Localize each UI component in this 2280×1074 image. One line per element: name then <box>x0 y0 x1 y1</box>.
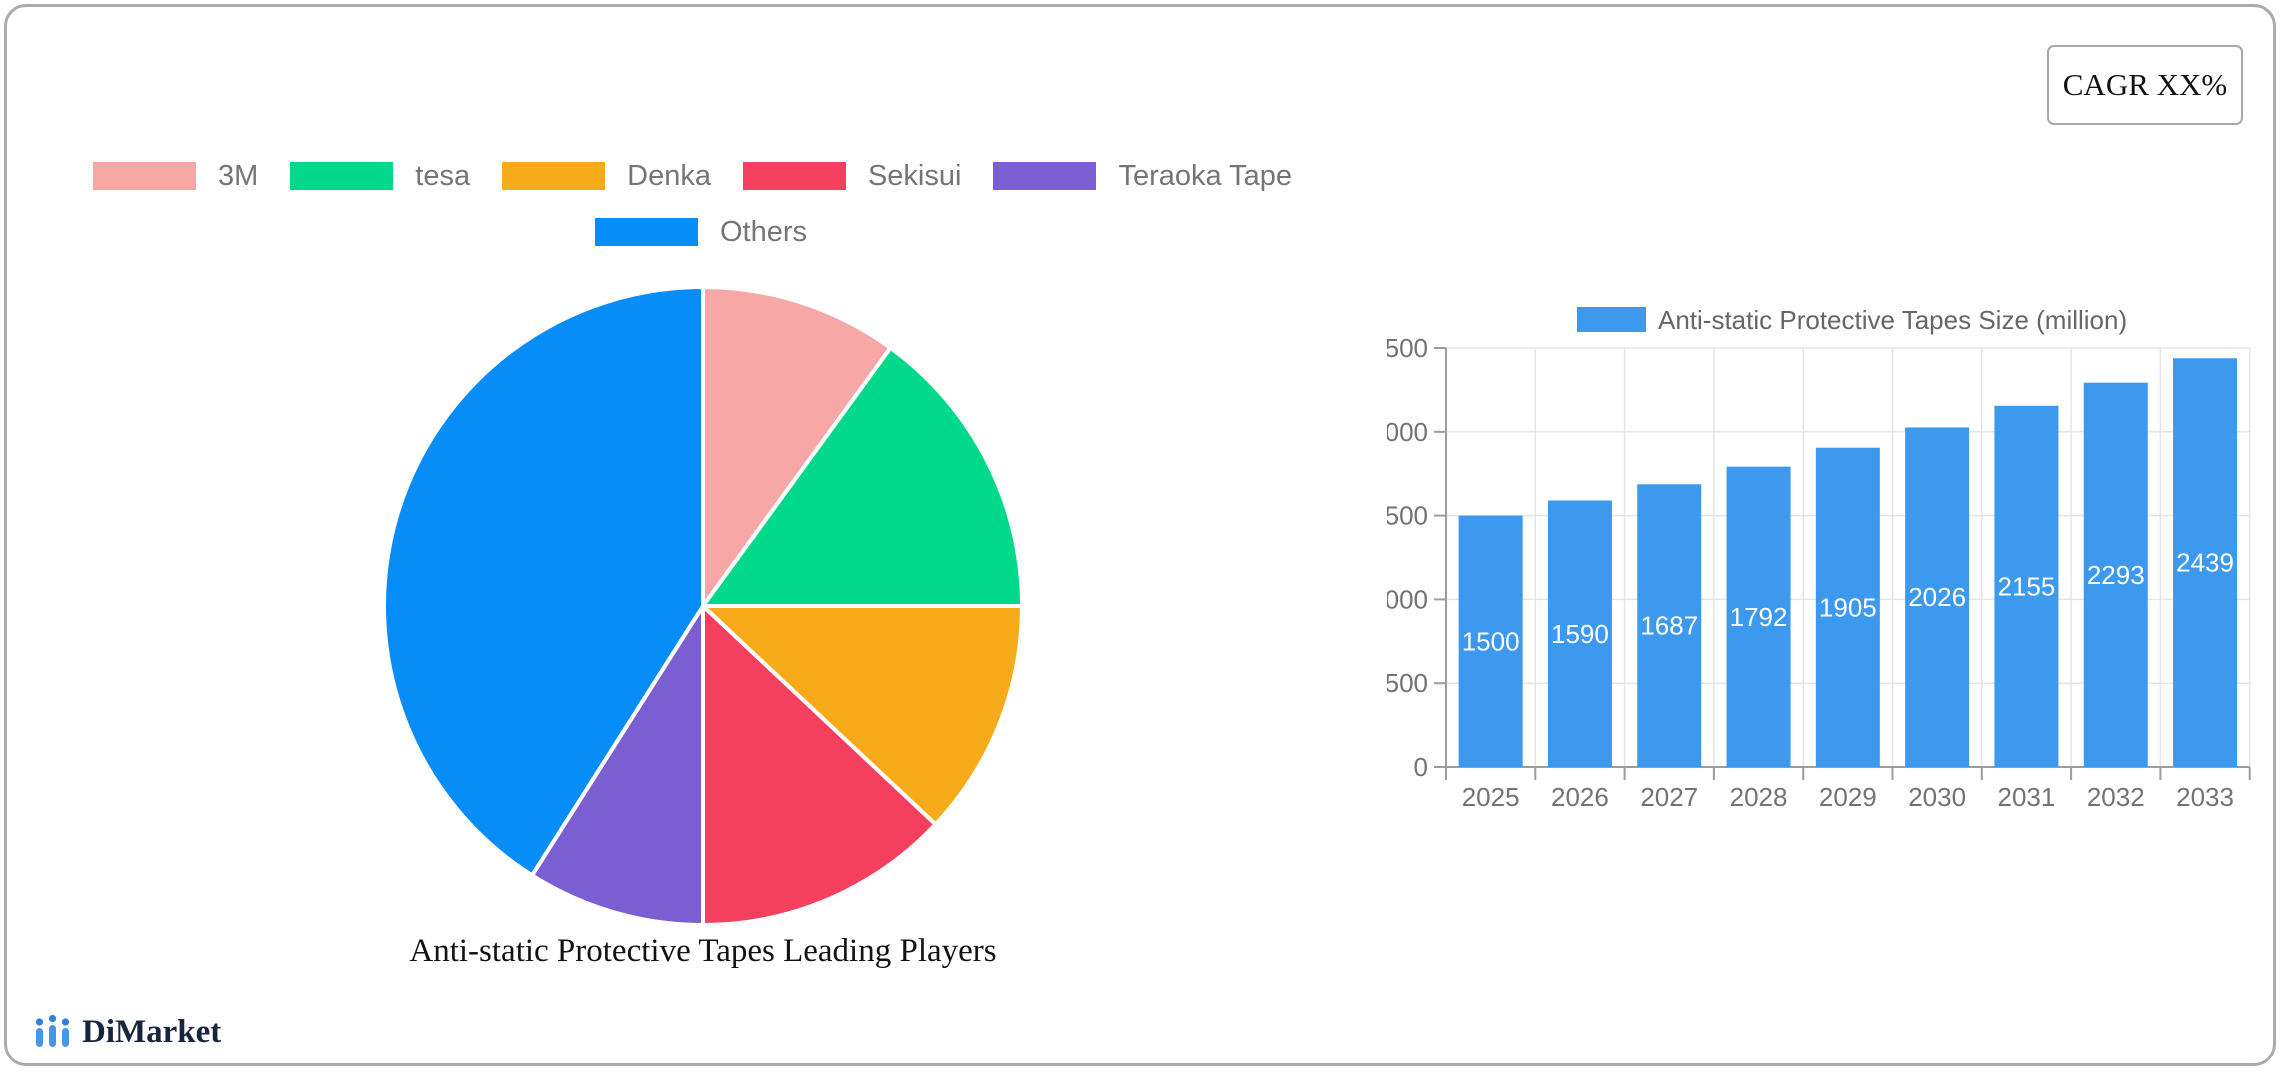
bar-2033 <box>2173 358 2238 767</box>
pie-legend-row-1: 3M tesa Denka Sekisui Teraoka Tape <box>93 160 1293 192</box>
bar-2028 <box>1726 466 1791 767</box>
bar-legend-swatch <box>1577 307 1646 332</box>
x-tick-label: 2025 <box>1462 782 1520 812</box>
legend-item-sekisui: Sekisui <box>742 160 962 192</box>
pie-chart-title: Anti-static Protective Tapes Leading Pla… <box>409 933 997 969</box>
legend-item-tesa: tesa <box>290 160 471 192</box>
legend-swatch <box>595 218 698 246</box>
pie-slice-tesa <box>701 345 1024 608</box>
bar-value-label: 2026 <box>1908 582 1966 612</box>
bar-2025 <box>1458 515 1523 767</box>
bar-2031 <box>1994 405 2059 767</box>
bar-value-label: 1590 <box>1551 619 1609 649</box>
bar-value-label: 1500 <box>1462 626 1520 656</box>
legend-swatch <box>93 162 196 190</box>
x-tick-label: 2026 <box>1551 782 1609 812</box>
x-tick-label: 2031 <box>1998 782 2056 812</box>
bar-2032 <box>2083 382 2148 767</box>
legend-swatch <box>742 162 846 190</box>
report-canvas: CAGR XX% 3M tesa Denka Sekisui Teraoka Tape … <box>4 4 2276 1066</box>
dimarket-icon <box>35 1014 70 1047</box>
x-tick-label: 2028 <box>1730 782 1788 812</box>
y-tick-label: 2000 <box>1387 417 1428 447</box>
legend-label: Sekisui <box>867 160 962 192</box>
legend-label: tesa <box>415 160 471 192</box>
legend-item-teraoka-tape: Teraoka Tape <box>993 160 1293 192</box>
legend-item-3m: 3M <box>93 160 259 192</box>
bar-chart: 0 500 1000 1500 2000 2500 Anti-static Protecti… <box>1387 305 2251 812</box>
x-tick-label: 2029 <box>1819 782 1877 812</box>
x-tick-label: 2030 <box>1908 782 1966 812</box>
pie-slice-others <box>382 285 705 878</box>
bar-2030 <box>1905 427 1970 767</box>
pie-slice-sekisui <box>701 604 938 927</box>
legend-item-denka: Denka <box>502 160 711 192</box>
y-tick-label: 1500 <box>1387 501 1428 531</box>
pie-slice-denka <box>701 604 1024 827</box>
pie-slice-3m <box>701 285 893 608</box>
x-tick-label: 2027 <box>1640 782 1698 812</box>
brand-name: DiMarket <box>82 1013 222 1050</box>
cagr-badge: CAGR XX% <box>2047 45 2243 125</box>
bar-2026 <box>1547 500 1612 767</box>
legend-label: Others <box>720 216 808 248</box>
legend-label: 3M <box>218 160 259 192</box>
legend-item-others: Others <box>595 216 808 248</box>
legend-swatch <box>993 162 1097 190</box>
bar-value-label: 1687 <box>1640 611 1698 641</box>
legend-label: Denka <box>627 160 711 192</box>
pie-chart <box>382 285 1024 927</box>
bar-2027 <box>1637 484 1702 767</box>
y-tick-label: 1000 <box>1387 584 1428 614</box>
y-tick-label: 500 <box>1387 668 1428 698</box>
bar-value-label: 2155 <box>1998 571 2056 601</box>
bar-legend-label: Anti-static Protective Tapes Size (milli… <box>1658 305 2127 335</box>
legend-swatch <box>290 162 394 190</box>
pie-slice-teraoka-tape <box>530 604 705 927</box>
pie-legend-row-2: Others <box>595 216 808 248</box>
bar-2029 <box>1815 447 1880 767</box>
x-tick-label: 2032 <box>2087 782 2145 812</box>
legend-swatch <box>502 162 606 190</box>
y-tick-label: 0 <box>1414 752 1428 782</box>
legend-label: Teraoka Tape <box>1118 160 1293 192</box>
cagr-label: CAGR XX% <box>2062 67 2228 102</box>
y-tick-label: 2500 <box>1387 333 1428 363</box>
bar-value-label: 2293 <box>2087 560 2145 590</box>
x-tick-label: 2033 <box>2176 782 2234 812</box>
bar-value-label: 1905 <box>1819 592 1877 622</box>
bar-value-label: 2439 <box>2176 548 2234 578</box>
bar-value-label: 1792 <box>1730 602 1788 632</box>
brand-logo: DiMarket <box>33 1013 221 1051</box>
